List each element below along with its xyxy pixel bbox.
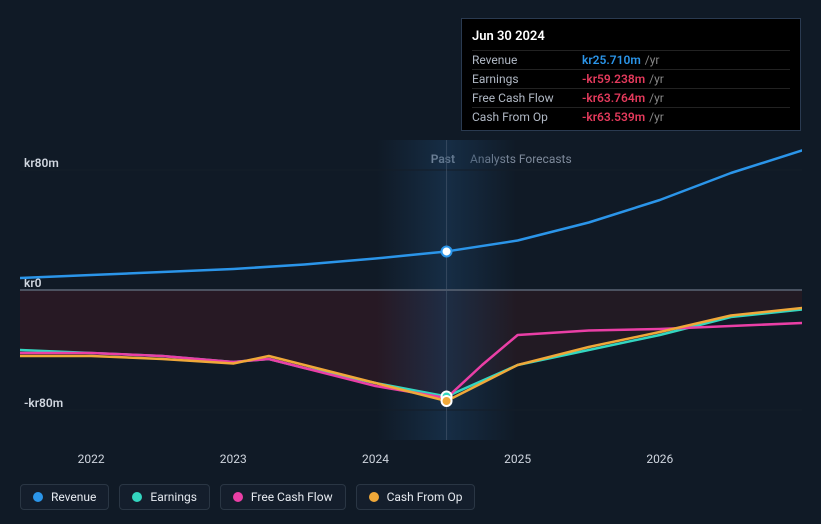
legend-label: Revenue — [51, 490, 96, 504]
tooltip-value: -kr59.238m — [582, 72, 645, 86]
legend-label: Cash From Op — [387, 490, 463, 504]
tooltip-row: Free Cash Flow-kr63.764m/yr — [472, 88, 790, 107]
tooltip-row: Earnings-kr59.238m/yr — [472, 69, 790, 88]
tooltip-date: Jun 30 2024 — [472, 25, 790, 50]
legend-item-revenue[interactable]: Revenue — [20, 484, 109, 510]
tooltip-label: Cash From Op — [472, 110, 582, 124]
tooltip-unit: /yr — [645, 53, 660, 67]
tooltip-value: -kr63.764m — [582, 91, 645, 105]
tooltip-value: kr25.710m — [582, 53, 641, 67]
legend-label: Free Cash Flow — [251, 490, 333, 504]
tooltip-label: Free Cash Flow — [472, 91, 582, 105]
legend: Revenue Earnings Free Cash Flow Cash From O… — [20, 484, 475, 510]
tooltip-unit: /yr — [649, 110, 664, 124]
tooltip-row: Cash From Op-kr63.539m/yr — [472, 107, 790, 126]
tooltip: Jun 30 2024 Revenuekr25.710m/yrEarnings-… — [461, 18, 801, 131]
chart-area — [20, 140, 802, 440]
tooltip-value: -kr63.539m — [582, 110, 645, 124]
x-tick-label: 2025 — [504, 452, 531, 466]
x-tick-label: 2026 — [646, 452, 673, 466]
tooltip-row: Revenuekr25.710m/yr — [472, 50, 790, 69]
x-tick-label: 2022 — [78, 452, 105, 466]
x-tick-label: 2024 — [362, 452, 389, 466]
legend-dot — [233, 492, 243, 502]
tooltip-label: Revenue — [472, 53, 582, 67]
tooltip-unit: /yr — [649, 72, 664, 86]
tooltip-unit: /yr — [649, 91, 664, 105]
legend-label: Earnings — [150, 490, 197, 504]
legend-dot — [33, 492, 43, 502]
legend-item-free-cash-flow[interactable]: Free Cash Flow — [220, 484, 346, 510]
legend-item-cash-from-op[interactable]: Cash From Op — [356, 484, 476, 510]
chart-svg — [20, 140, 802, 440]
legend-item-earnings[interactable]: Earnings — [119, 484, 210, 510]
tooltip-label: Earnings — [472, 72, 582, 86]
x-tick-label: 2023 — [220, 452, 247, 466]
legend-dot — [132, 492, 142, 502]
x-axis: 2022 2023 2024 2025 2026 — [20, 452, 802, 472]
legend-dot — [369, 492, 379, 502]
